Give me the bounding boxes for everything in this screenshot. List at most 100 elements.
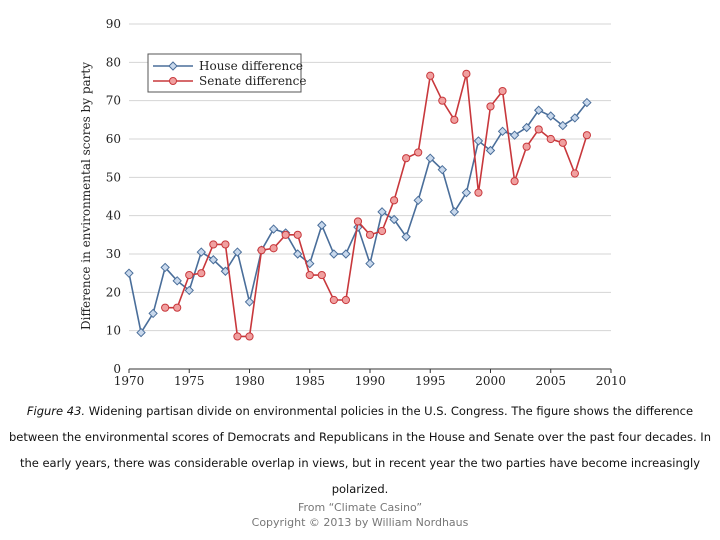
legend-house-label: House difference bbox=[199, 59, 303, 73]
house-point bbox=[582, 97, 592, 108]
house-point bbox=[196, 247, 207, 257]
y-tick-label: 10 bbox=[106, 324, 121, 338]
house-point bbox=[413, 195, 423, 206]
senate-point bbox=[582, 131, 592, 140]
y-tick-label: 30 bbox=[106, 247, 121, 261]
house-point bbox=[244, 297, 255, 307]
house-point bbox=[124, 268, 134, 278]
legend-box bbox=[147, 53, 302, 93]
senate-point bbox=[390, 196, 399, 205]
credit-copyright: Copyright © 2013 by William Nordhaus bbox=[251, 516, 469, 529]
senate-point bbox=[522, 142, 531, 151]
legend-senate-marker bbox=[169, 77, 177, 85]
senate-point bbox=[245, 332, 254, 341]
senate-point bbox=[329, 295, 338, 305]
house-point bbox=[449, 207, 460, 217]
house-point bbox=[317, 220, 327, 230]
senate-point bbox=[438, 96, 447, 105]
house-point bbox=[533, 105, 544, 115]
senate-point bbox=[365, 230, 375, 239]
caption-text: Widening partisan divide on environmenta… bbox=[9, 404, 711, 496]
senate-point bbox=[462, 69, 471, 78]
senate-point bbox=[209, 240, 218, 249]
house-point bbox=[160, 262, 170, 273]
senate-point bbox=[534, 125, 543, 134]
senate-point bbox=[281, 230, 290, 239]
senate-point bbox=[486, 102, 495, 111]
house-point bbox=[521, 122, 532, 133]
house-point bbox=[570, 113, 580, 123]
x-tick-label: 1985 bbox=[294, 374, 325, 388]
senate-point bbox=[474, 188, 483, 197]
house-point bbox=[172, 276, 182, 286]
senate-point bbox=[293, 230, 302, 239]
senate-point bbox=[257, 246, 266, 255]
house-point bbox=[268, 224, 279, 234]
house-point bbox=[401, 232, 411, 242]
senate-point bbox=[402, 154, 411, 163]
house-point bbox=[148, 308, 158, 319]
x-tick-label: 1975 bbox=[174, 374, 205, 388]
house-point bbox=[341, 249, 351, 259]
house-point bbox=[292, 249, 303, 259]
x-tick-label: 1990 bbox=[355, 374, 386, 388]
house-point bbox=[425, 153, 435, 163]
x-tick-label: 2000 bbox=[475, 374, 506, 388]
house-point bbox=[461, 187, 472, 198]
figure-caption: Figure 43. Widening partisan divide on e… bbox=[8, 398, 712, 502]
senate-point bbox=[546, 134, 555, 144]
senate-point bbox=[233, 332, 242, 341]
legend: House difference Senate difference bbox=[147, 53, 306, 93]
senate-point bbox=[498, 86, 507, 96]
house-point bbox=[377, 207, 387, 217]
senate-series bbox=[161, 69, 592, 341]
legend-senate-label: Senate difference bbox=[199, 74, 306, 88]
house-point bbox=[365, 258, 375, 269]
house-point bbox=[305, 258, 315, 269]
legend-house-marker bbox=[168, 61, 178, 71]
axes: 0 10 20 30 40 50 60 70 80 90 1970 1975 1980 1985 1990 1… bbox=[106, 17, 627, 388]
senate-point bbox=[221, 240, 230, 249]
x-tick-label: 1970 bbox=[114, 374, 145, 388]
y-tick-label: 90 bbox=[106, 17, 121, 31]
house-point bbox=[473, 136, 484, 146]
house-point bbox=[232, 247, 243, 257]
senate-point bbox=[197, 269, 206, 278]
senate-point bbox=[570, 169, 579, 178]
house-point bbox=[437, 164, 448, 175]
house-point bbox=[546, 111, 556, 121]
senate-point bbox=[426, 71, 435, 80]
senate-point bbox=[510, 177, 519, 186]
house-point bbox=[136, 327, 146, 338]
y-tick-label: 40 bbox=[106, 209, 121, 223]
senate-point bbox=[305, 270, 314, 280]
senate-point bbox=[414, 148, 423, 157]
y-tick-label: 20 bbox=[106, 285, 121, 299]
senate-point bbox=[450, 115, 459, 124]
source-credit: From “Climate Casino” Copyright © 2013 b… bbox=[0, 500, 720, 530]
senate-point bbox=[173, 303, 182, 312]
house-point bbox=[208, 255, 219, 265]
senate-point bbox=[317, 270, 326, 280]
house-point bbox=[329, 249, 339, 259]
y-tick-label: 70 bbox=[106, 94, 121, 108]
x-tick-label: 1980 bbox=[234, 374, 265, 388]
house-point bbox=[353, 222, 363, 232]
y-tick-label: 60 bbox=[106, 132, 121, 146]
figure-label: Figure 43. bbox=[26, 404, 86, 418]
house-point bbox=[184, 285, 194, 296]
line-chart: 0 10 20 30 40 50 60 70 80 90 1970 1975 1980 1985 1990 1… bbox=[79, 17, 627, 388]
y-tick-label: 50 bbox=[106, 170, 121, 184]
senate-point bbox=[558, 138, 567, 147]
house-point bbox=[389, 214, 399, 225]
x-tick-label: 2005 bbox=[535, 374, 566, 388]
senate-point bbox=[185, 270, 194, 280]
house-point bbox=[558, 120, 568, 131]
x-tick-label: 2010 bbox=[596, 374, 627, 388]
y-tick-label: 80 bbox=[106, 55, 121, 69]
senate-point bbox=[269, 244, 278, 253]
y-axis-title: Difference in environmental scores by pa… bbox=[79, 62, 93, 330]
senate-point bbox=[161, 303, 170, 312]
senate-point bbox=[341, 295, 350, 305]
